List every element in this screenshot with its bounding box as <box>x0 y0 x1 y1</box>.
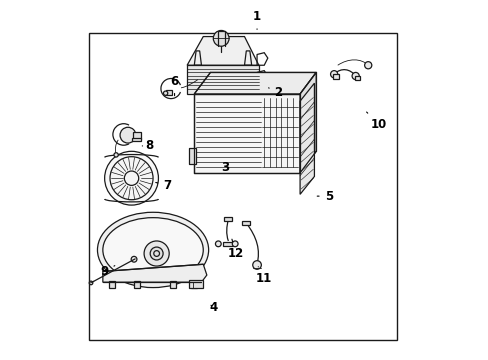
Text: 4: 4 <box>209 301 218 314</box>
Bar <box>333 74 338 78</box>
Bar <box>169 281 175 288</box>
Bar <box>223 242 233 246</box>
Polygon shape <box>300 83 314 194</box>
Bar <box>165 90 172 95</box>
Circle shape <box>104 151 158 205</box>
Bar <box>132 138 141 140</box>
Text: 6: 6 <box>170 75 178 96</box>
Polygon shape <box>102 264 206 282</box>
Polygon shape <box>300 72 316 173</box>
Ellipse shape <box>97 212 208 288</box>
Circle shape <box>252 261 261 269</box>
Ellipse shape <box>102 218 203 282</box>
Text: 8: 8 <box>142 139 153 152</box>
Bar <box>191 281 197 288</box>
Text: 7: 7 <box>156 179 171 192</box>
Bar <box>109 281 115 288</box>
Circle shape <box>330 71 337 78</box>
Bar <box>132 132 140 139</box>
Bar <box>188 280 203 288</box>
Polygon shape <box>194 72 316 94</box>
Text: 5: 5 <box>317 190 332 203</box>
Circle shape <box>89 281 93 285</box>
Polygon shape <box>194 94 300 173</box>
Circle shape <box>150 247 163 260</box>
Circle shape <box>110 157 153 200</box>
Circle shape <box>213 31 228 46</box>
Circle shape <box>163 91 167 95</box>
Circle shape <box>351 72 359 80</box>
Circle shape <box>114 153 118 157</box>
Text: 9: 9 <box>101 265 115 278</box>
Polygon shape <box>187 65 258 94</box>
Circle shape <box>144 241 169 266</box>
Text: 1: 1 <box>252 10 261 30</box>
Circle shape <box>215 241 221 247</box>
Text: 3: 3 <box>220 161 228 174</box>
Bar <box>354 76 359 80</box>
Text: 2: 2 <box>268 86 282 99</box>
Circle shape <box>131 256 137 262</box>
Bar <box>88 33 396 339</box>
Text: 11: 11 <box>256 267 272 285</box>
Text: 12: 12 <box>227 239 243 260</box>
Circle shape <box>364 62 371 69</box>
Bar <box>242 221 250 225</box>
Bar <box>224 217 232 221</box>
Polygon shape <box>187 37 258 65</box>
Text: 10: 10 <box>366 112 386 131</box>
Circle shape <box>232 241 238 247</box>
Circle shape <box>120 127 136 143</box>
Bar <box>134 281 140 288</box>
Bar <box>188 148 196 164</box>
